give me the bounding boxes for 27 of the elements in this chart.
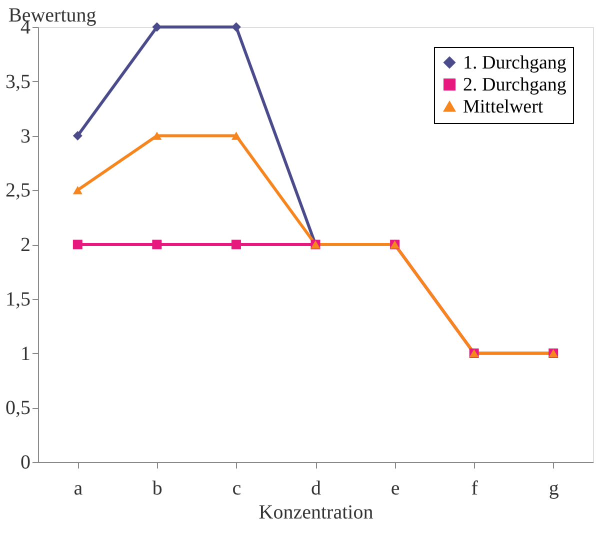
point: [72, 240, 82, 250]
point: [231, 132, 241, 140]
point: [231, 240, 241, 250]
point: [152, 132, 162, 140]
y-tick-label: 1,5: [6, 288, 30, 310]
x-tick-label: c: [232, 478, 242, 500]
point: [72, 186, 82, 194]
x-tick-label: a: [74, 478, 83, 500]
x-tick-label: d: [311, 478, 321, 500]
y-tick-label: 2: [20, 234, 30, 256]
point: [152, 240, 162, 250]
point: [72, 131, 82, 140]
legend-label: 2. Durchgang: [463, 74, 567, 96]
point: [152, 22, 162, 32]
x-tick-label: g: [548, 478, 559, 500]
x-tick-label: e: [390, 478, 400, 500]
y-tick-label: 3: [20, 125, 30, 148]
y-tick-label: 0,5: [6, 397, 30, 420]
legend-label: Mittelwert: [463, 96, 544, 118]
legend-label: 1. Durchgang: [463, 52, 567, 74]
y-tick-label: 1: [20, 342, 30, 365]
y-tick-label: 0: [20, 452, 30, 474]
y-tick-label: 2,5: [6, 180, 30, 202]
x-tick-label: b: [152, 478, 162, 500]
x-tick-label: f: [471, 478, 478, 500]
y-tick-label: 3,5: [6, 70, 30, 93]
x-axis-title: Konzentration: [258, 502, 374, 524]
